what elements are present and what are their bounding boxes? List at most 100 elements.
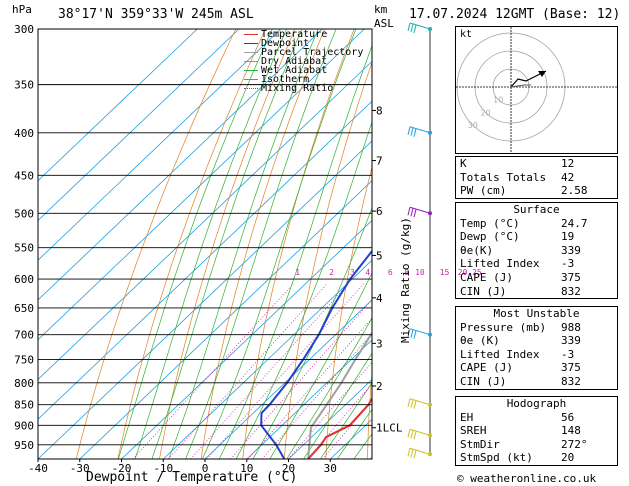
wind-barb-flag [413, 330, 417, 339]
isotherm-line [121, 219, 372, 459]
mixing-ratio-label: 6 [388, 268, 393, 277]
parcel-trajectory-line [307, 330, 372, 459]
wind-barb-shaft [409, 206, 431, 214]
hodograph-title: Hodograph [506, 397, 567, 410]
wind-barb-flag [410, 127, 414, 136]
wind-barb-flag [413, 128, 417, 137]
mu-row: θe (K) 339 [460, 334, 581, 348]
temperature-tick-label: -10 [153, 462, 173, 475]
wet-adiabat-line [151, 29, 303, 459]
hodograph-arrow [538, 71, 546, 77]
dry-adiabat-line [159, 29, 296, 459]
temperature-tick-label: -40 [28, 462, 48, 475]
isotherm-line [38, 140, 372, 459]
hodograph-ring-label: 30 [468, 121, 478, 130]
mixing-ratio-label: 25 [472, 268, 482, 277]
isotherm-line [38, 29, 365, 341]
hodograph-table: Hodograph EH 56 SREH 148 StmDir 272° StmSpd… [455, 396, 618, 466]
wet-adiabat-line [319, 382, 372, 459]
surface-row: Dewp (°C) 19 [460, 230, 575, 244]
pressure-tick-label: 900 [14, 419, 34, 432]
surface-title: Surface [513, 203, 560, 216]
wind-barb-flag [413, 209, 417, 218]
wind-barb-flag [413, 450, 417, 459]
wet-adiabat-line [134, 29, 288, 459]
wind-barb-flag [413, 400, 417, 409]
dry-adiabat-line [117, 29, 266, 459]
mixing-ratio-label: 15 [440, 268, 450, 277]
temperature-tick-label: 30 [324, 462, 337, 475]
mixing-ratio-line [206, 283, 364, 459]
asl-label: ASL [374, 17, 394, 30]
isotherm-line [38, 60, 372, 381]
pressure-tick-label: 550 [14, 242, 34, 255]
pressure-tick-label: 850 [14, 399, 34, 412]
index-row-totals: Totals Totals 42 [460, 170, 575, 184]
wind-barb-flag [407, 328, 411, 337]
wind-barb-shaft [409, 126, 431, 134]
isotherm-line [38, 29, 282, 261]
km-tick-label: 4 [376, 292, 383, 305]
storm-motion-trace [510, 84, 531, 88]
dewpoint-line [260, 249, 372, 459]
wind-barb-flag [407, 22, 411, 32]
hodograph-unit: kt [460, 29, 473, 40]
wind-barb-flag [410, 449, 414, 458]
mixing-ratio-line [261, 332, 372, 459]
mu-row: CAPE (J) 375 [460, 361, 581, 375]
wind-barb-flag [410, 329, 414, 338]
wind-barb-flag [410, 208, 414, 217]
wind-barb-shaft [409, 447, 431, 455]
wind-barb-flag [413, 431, 417, 440]
datetime-title: 17.07.2024 12GMT (Base: 12) [409, 7, 621, 22]
mu-row: Lifted Index -3 [460, 347, 575, 361]
isotherm-line [38, 100, 372, 420]
legend-item-parcel: Parcel Trajectory [244, 48, 363, 58]
wind-barb-flag [407, 126, 411, 135]
legend-item-temperature: Temperature [244, 30, 363, 40]
hodograph: 10 20 30 kt [455, 26, 618, 154]
legend-item-wet-adiabat: Wet Adiabat [244, 66, 363, 76]
mixing-ratio-label: 20 [458, 268, 468, 277]
wind-barb-flag [410, 430, 414, 439]
most-unstable-table: Most Unstable Pressure (mb) 988 θe (K) 339… [455, 306, 618, 390]
temperature-tick-label: 10 [240, 462, 253, 475]
dry-adiabat-line [325, 165, 372, 459]
pressure-tick-label: 350 [14, 79, 34, 92]
pressure-tick-label: 750 [14, 354, 34, 367]
wind-barb-flag [410, 399, 414, 408]
isotherm-line [288, 378, 372, 459]
wet-adiabat-line [303, 352, 372, 459]
isotherm-line [38, 29, 198, 182]
legend-item-isotherm: Isotherm [244, 75, 363, 85]
km-tick-label: 7 [376, 155, 383, 168]
wind-barb-flag [407, 207, 411, 216]
legend-item-mixing-ratio: Mixing Ratio [244, 84, 363, 94]
mixing-ratio-line [230, 298, 372, 459]
wind-barb-flag [407, 398, 411, 407]
pressure-tick-label: 950 [14, 439, 34, 452]
pressure-tick-label: 600 [14, 273, 34, 286]
dry-adiabat-line [242, 29, 355, 459]
surface-row: θe(K) 339 [460, 243, 581, 257]
wind-barb-flag [413, 24, 417, 34]
most-unstable-title: Most Unstable [493, 307, 580, 320]
hodograph-trace [510, 70, 547, 88]
surface-table: Surface Temp (°C) 24.7 Dewp (°C) 19 θe(K) 3… [455, 202, 618, 300]
km-tick-label: 5 [376, 249, 383, 262]
km-tick-label: 2 [376, 380, 383, 393]
wind-barb-shaft [409, 398, 431, 406]
mu-row: Pressure (mb) 988 [460, 320, 581, 334]
isotherm-line [38, 29, 240, 221]
hodo-row: StmDir 272° [460, 437, 588, 451]
mixing-ratio-label: 8 [404, 268, 409, 277]
pressure-tick-label: 650 [14, 302, 34, 315]
surface-row: CIN (J) 832 [460, 284, 581, 298]
legend: Temperature Dewpoint Parcel Trajectory D… [244, 30, 363, 94]
pressure-tick-label: 300 [14, 23, 34, 36]
hodograph-ring-label: 20 [480, 108, 490, 117]
mixing-ratio-label: 3 [350, 268, 355, 277]
wet-adiabat-line [336, 408, 372, 459]
